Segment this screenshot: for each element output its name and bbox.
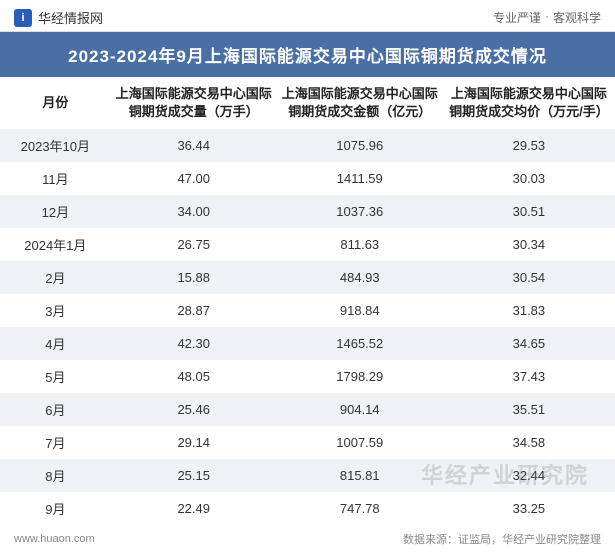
table-cell: 25.15 bbox=[111, 459, 277, 492]
table-cell: 3月 bbox=[0, 294, 111, 327]
table-cell: 1007.59 bbox=[277, 426, 443, 459]
table-row: 5月48.051798.2937.43 bbox=[0, 360, 615, 393]
table-cell: 8月 bbox=[0, 459, 111, 492]
table-cell: 36.44 bbox=[111, 129, 277, 162]
table-cell: 34.65 bbox=[443, 327, 615, 360]
table-cell: 747.78 bbox=[277, 492, 443, 525]
table-row: 4月42.301465.5234.65 bbox=[0, 327, 615, 360]
table-cell: 29.14 bbox=[111, 426, 277, 459]
table-row: 2023年10月36.441075.9629.53 bbox=[0, 129, 615, 162]
site-url: www.huaon.com bbox=[14, 533, 95, 545]
table-cell: 33.25 bbox=[443, 492, 615, 525]
source-text: 证监局，华经产业研究院整理 bbox=[458, 534, 601, 546]
table-cell: 32.44 bbox=[443, 459, 615, 492]
table-cell: 5月 bbox=[0, 360, 111, 393]
header-left: i 华经情报网 bbox=[14, 8, 103, 27]
table-cell: 815.81 bbox=[277, 459, 443, 492]
col-header-month: 月份 bbox=[0, 77, 111, 129]
table-cell: 26.75 bbox=[111, 228, 277, 261]
table-body: 2023年10月36.441075.9629.5311月47.001411.59… bbox=[0, 129, 615, 525]
table-cell: 1411.59 bbox=[277, 162, 443, 195]
table-cell: 30.34 bbox=[443, 228, 615, 261]
footer-bar: www.huaon.com 数据来源：证监局，华经产业研究院整理 bbox=[0, 525, 615, 553]
table-cell: 35.51 bbox=[443, 393, 615, 426]
table-cell: 4月 bbox=[0, 327, 111, 360]
table-cell: 30.03 bbox=[443, 162, 615, 195]
table-cell: 37.43 bbox=[443, 360, 615, 393]
table-cell: 904.14 bbox=[277, 393, 443, 426]
table-cell: 2024年1月 bbox=[0, 228, 111, 261]
table-cell: 9月 bbox=[0, 492, 111, 525]
logo-icon: i bbox=[14, 9, 32, 27]
chart-title: 2023-2024年9月上海国际能源交易中心国际铜期货成交情况 bbox=[0, 32, 615, 77]
table-cell: 1465.52 bbox=[277, 327, 443, 360]
table-cell: 1075.96 bbox=[277, 129, 443, 162]
table-cell: 918.84 bbox=[277, 294, 443, 327]
table-row: 9月22.49747.7833.25 bbox=[0, 492, 615, 525]
table-cell: 48.05 bbox=[111, 360, 277, 393]
col-header-avgprice: 上海国际能源交易中心国际铜期货成交均价（万元/手） bbox=[443, 77, 615, 129]
col-header-amount: 上海国际能源交易中心国际铜期货成交金额（亿元） bbox=[277, 77, 443, 129]
table-cell: 34.00 bbox=[111, 195, 277, 228]
table-row: 6月25.46904.1435.51 bbox=[0, 393, 615, 426]
table-row: 11月47.001411.5930.03 bbox=[0, 162, 615, 195]
table-cell: 22.49 bbox=[111, 492, 277, 525]
table-cell: 30.51 bbox=[443, 195, 615, 228]
table-cell: 30.54 bbox=[443, 261, 615, 294]
table-cell: 484.93 bbox=[277, 261, 443, 294]
table-cell: 15.88 bbox=[111, 261, 277, 294]
table-cell: 1037.36 bbox=[277, 195, 443, 228]
table-cell: 28.87 bbox=[111, 294, 277, 327]
table-row: 12月34.001037.3630.51 bbox=[0, 195, 615, 228]
table-cell: 11月 bbox=[0, 162, 111, 195]
table-cell: 34.58 bbox=[443, 426, 615, 459]
table-cell: 29.53 bbox=[443, 129, 615, 162]
table-cell: 811.63 bbox=[277, 228, 443, 261]
table-cell: 25.46 bbox=[111, 393, 277, 426]
table-cell: 1798.29 bbox=[277, 360, 443, 393]
source: 数据来源：证监局，华经产业研究院整理 bbox=[403, 531, 601, 547]
table-cell: 2月 bbox=[0, 261, 111, 294]
col-header-volume: 上海国际能源交易中心国际铜期货成交量（万手） bbox=[111, 77, 277, 129]
table-row: 2024年1月26.75811.6330.34 bbox=[0, 228, 615, 261]
table-cell: 12月 bbox=[0, 195, 111, 228]
site-name: 华经情报网 bbox=[38, 8, 103, 27]
header-bar: i 华经情报网 专业严谨 · 客观科学 bbox=[0, 0, 615, 32]
table-row: 2月15.88484.9330.54 bbox=[0, 261, 615, 294]
header-right: 专业严谨 · 客观科学 bbox=[493, 9, 601, 26]
tagline-a: 专业严谨 bbox=[493, 9, 541, 26]
table-row: 3月28.87918.8431.83 bbox=[0, 294, 615, 327]
table-cell: 47.00 bbox=[111, 162, 277, 195]
tagline-sep: · bbox=[545, 9, 549, 26]
tagline-b: 客观科学 bbox=[553, 9, 601, 26]
table-row: 7月29.141007.5934.58 bbox=[0, 426, 615, 459]
table-row: 8月25.15815.8132.44 bbox=[0, 459, 615, 492]
table-cell: 7月 bbox=[0, 426, 111, 459]
data-table: 月份 上海国际能源交易中心国际铜期货成交量（万手） 上海国际能源交易中心国际铜期… bbox=[0, 77, 615, 525]
table-header-row: 月份 上海国际能源交易中心国际铜期货成交量（万手） 上海国际能源交易中心国际铜期… bbox=[0, 77, 615, 129]
table-cell: 2023年10月 bbox=[0, 129, 111, 162]
table-cell: 42.30 bbox=[111, 327, 277, 360]
table-cell: 6月 bbox=[0, 393, 111, 426]
source-label: 数据来源： bbox=[403, 534, 458, 546]
table-cell: 31.83 bbox=[443, 294, 615, 327]
table-wrap: 月份 上海国际能源交易中心国际铜期货成交量（万手） 上海国际能源交易中心国际铜期… bbox=[0, 77, 615, 525]
